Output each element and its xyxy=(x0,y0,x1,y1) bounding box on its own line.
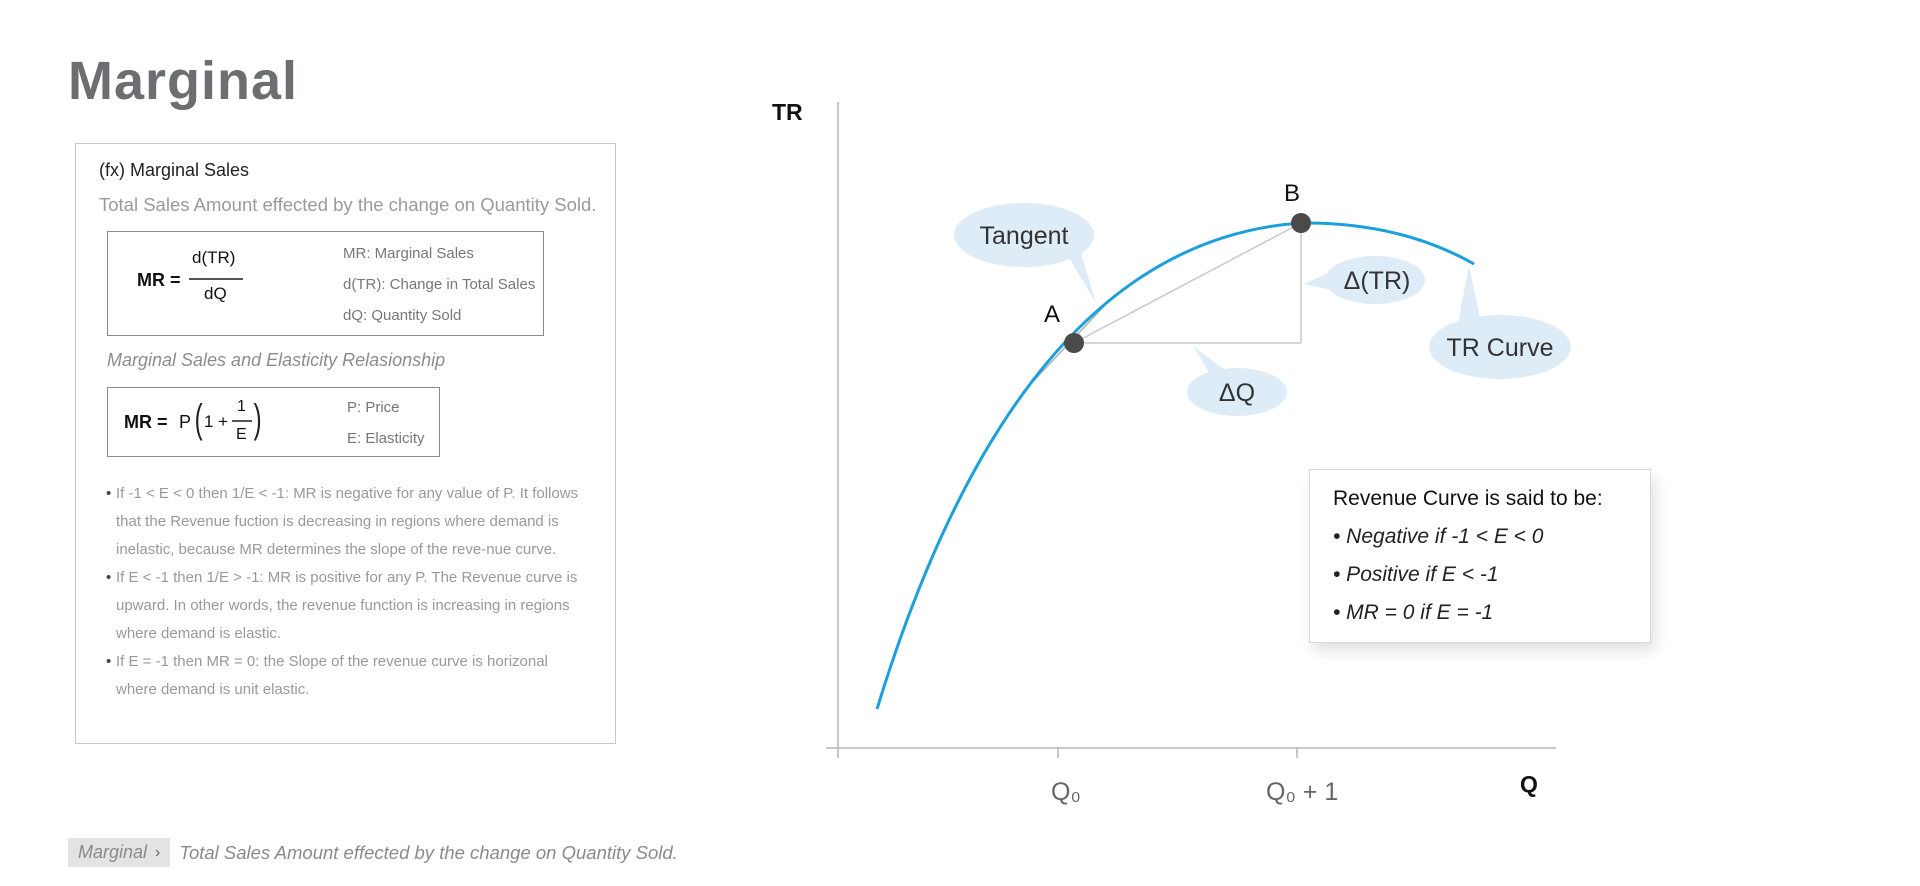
marginal-sales-formula: MR = d(TR) dQ MR: Marginal Sales d(TR): … xyxy=(107,231,544,336)
tangent-callout: Tangent xyxy=(954,203,1096,303)
formula-card: (fx) Marginal Sales Total Sales Amount e… xyxy=(75,143,616,744)
point-a-label: A xyxy=(1044,301,1060,328)
formula-denominator: E xyxy=(236,426,247,443)
point-b xyxy=(1291,213,1311,233)
list-item: If E = -1 then MR = 0: the Slope of the … xyxy=(106,648,586,704)
page-title: Marginal xyxy=(68,51,299,111)
tr-curve-label: TR Curve xyxy=(1447,334,1554,362)
legend-mr: MR: Marginal Sales xyxy=(343,245,474,262)
point-b-label: B xyxy=(1284,180,1300,207)
secant-line xyxy=(1073,222,1302,344)
formula-denominator: dQ xyxy=(204,284,227,303)
relationship-title: Marginal Sales and Elasticity Relasionsh… xyxy=(107,350,446,370)
fraction-bar xyxy=(232,420,252,422)
delta-tr-label: Δ(TR) xyxy=(1344,267,1411,295)
delta-q-label: ΔQ xyxy=(1219,379,1255,407)
elasticity-formula: MR = P ( 1 + 1 E ) P: Price E: Elasticit… xyxy=(107,387,440,457)
revenue-curve-box: Revenue Curve is said to be: • Negative … xyxy=(1309,469,1651,643)
formula-numerator: 1 xyxy=(237,398,246,415)
delta-tr-callout: Δ(TR) xyxy=(1303,256,1425,304)
list-item: • Negative if -1 < E < 0 xyxy=(1333,525,1544,548)
list-item: If E < -1 then 1/E > -1: MR is positive … xyxy=(106,564,586,648)
open-paren: ( xyxy=(194,397,203,441)
formula-price: P xyxy=(179,412,192,432)
close-paren: ) xyxy=(253,397,262,441)
list-item: If -1 < E < 0 then 1/E < -1: MR is negat… xyxy=(106,480,586,564)
formula-one-plus: 1 + xyxy=(204,412,229,431)
delta-q-callout: ΔQ xyxy=(1187,346,1287,416)
list-item: • Positive if E < -1 xyxy=(1333,563,1499,586)
legend-price: P: Price xyxy=(347,399,400,416)
chevron-right-icon: › xyxy=(155,843,161,861)
legend-dq: dQ: Quantity Sold xyxy=(343,307,462,324)
y-axis-label: TR xyxy=(772,99,803,125)
legend-elasticity: E: Elasticity xyxy=(347,430,425,447)
tr-curve xyxy=(875,221,1475,710)
x-tick-label-q0: Q₀ xyxy=(1051,778,1081,806)
formula-lhs: MR = xyxy=(137,270,181,290)
fraction-bar xyxy=(189,278,243,280)
breadcrumb-text: Total Sales Amount effected by the chang… xyxy=(179,841,678,863)
revenue-box-title: Revenue Curve is said to be: xyxy=(1333,487,1603,510)
legend-dtr: d(TR): Change in Total Sales xyxy=(343,276,536,293)
card-title: (fx) Marginal Sales xyxy=(99,160,250,180)
tr-curve-callout: TR Curve xyxy=(1429,266,1571,379)
list-item: • MR = 0 if E = -1 xyxy=(1333,601,1494,624)
breadcrumb-chip[interactable]: Marginal › xyxy=(68,838,171,867)
breadcrumb: Marginal › Total Sales Amount effected b… xyxy=(68,838,678,867)
x-tick-label-q0-plus-1: Q₀ + 1 xyxy=(1266,778,1338,806)
breadcrumb-chip-label: Marginal xyxy=(78,842,148,862)
point-a xyxy=(1064,333,1084,353)
tangent-label: Tangent xyxy=(980,222,1069,250)
rule-list: If -1 < E < 0 then 1/E < -1: MR is negat… xyxy=(106,480,586,704)
formula-numerator: d(TR) xyxy=(192,248,236,267)
x-axis-label: Q xyxy=(1520,771,1538,797)
formula-lhs: MR = xyxy=(124,412,168,432)
card-subtitle: Total Sales Amount effected by the chang… xyxy=(99,194,597,215)
